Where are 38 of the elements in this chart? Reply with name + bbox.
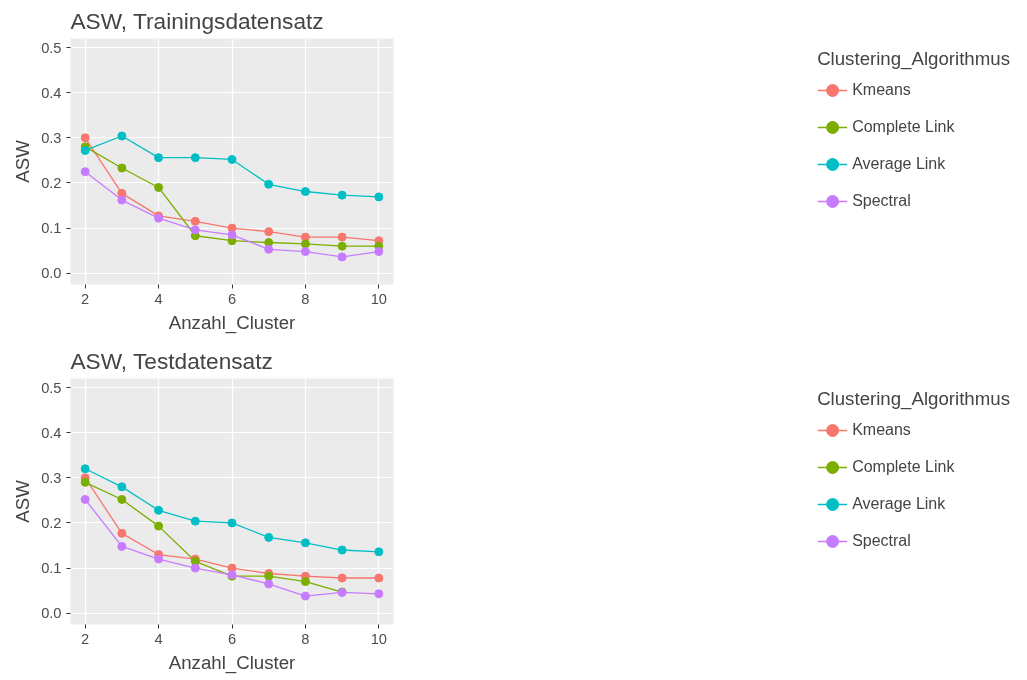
y-tick-label: 0.1 xyxy=(41,220,62,237)
y-tick-label: 0.2 xyxy=(41,514,62,531)
chart-title: ASW, Trainingsdatensatz xyxy=(70,7,324,34)
y-tick-label: 0.5 xyxy=(41,39,62,56)
y-tick-label: 0.1 xyxy=(41,560,62,577)
y-tick-label: 0.0 xyxy=(41,605,62,622)
y-tick-label: 0.2 xyxy=(41,174,62,191)
x-tick-label: 10 xyxy=(370,290,387,307)
x-tick-label: 4 xyxy=(154,630,163,647)
y-tick-label: 0.4 xyxy=(41,424,62,441)
x-tick-label: 6 xyxy=(227,290,237,307)
legend-label: Average Link xyxy=(852,154,946,174)
legend-label: Complete Link xyxy=(852,457,955,477)
x-tick-label: 10 xyxy=(370,630,387,647)
chart-title: ASW, Testdatensatz xyxy=(70,347,273,374)
x-tick-label: 2 xyxy=(81,290,90,307)
x-axis-title: Anzahl_Cluster xyxy=(168,651,296,674)
x-tick-label: 6 xyxy=(227,630,237,647)
legend-title: Clustering_Algorithmus xyxy=(817,388,1010,410)
y-tick-label: 0.0 xyxy=(41,265,62,282)
y-axis-title: ASW xyxy=(12,479,34,523)
legend-label: Average Link xyxy=(852,494,946,514)
y-tick-label: 0.5 xyxy=(41,379,62,396)
legend-label: Spectral xyxy=(852,191,911,211)
y-tick-label: 0.3 xyxy=(41,469,62,486)
x-tick-label: 8 xyxy=(301,630,310,647)
legend-label: Complete Link xyxy=(852,117,955,137)
legend-label: Kmeans xyxy=(852,80,911,100)
y-tick-label: 0.4 xyxy=(41,84,62,101)
legend-label: Spectral xyxy=(852,531,911,551)
legend-label: Kmeans xyxy=(852,420,911,440)
x-tick-label: 4 xyxy=(154,290,163,307)
legend-title: Clustering_Algorithmus xyxy=(817,48,1010,70)
x-tick-label: 2 xyxy=(81,630,90,647)
y-axis-title: ASW xyxy=(12,139,34,183)
y-tick-label: 0.3 xyxy=(41,129,62,146)
x-tick-label: 8 xyxy=(301,290,310,307)
x-axis-title: Anzahl_Cluster xyxy=(168,311,296,334)
